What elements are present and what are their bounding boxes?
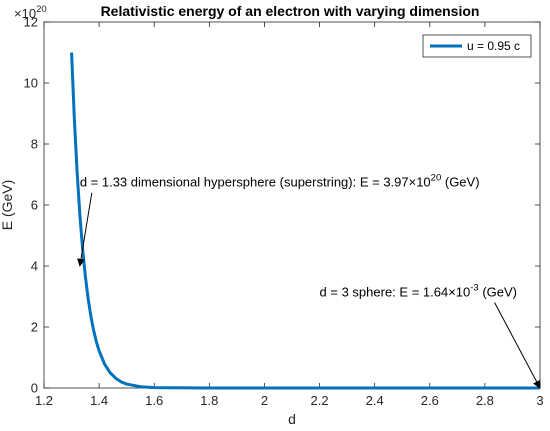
x-tick-label: 2.8 [476,393,494,408]
annotation-text-tail: (GeV) [441,175,479,190]
y-multiplier: ×1020 [14,4,47,21]
x-tick-label: 1.8 [200,393,218,408]
y-multiplier-base: ×10 [14,6,36,21]
y-tick-label: 10 [24,76,38,91]
y-ticks: 0 2 4 6 8 10 12 [24,15,540,396]
annotation-text-exponent: 20 [431,173,442,184]
legend-box [422,34,532,58]
annotation-text-tail: (GeV) [479,285,517,300]
legend: u = 0.95 c [422,34,532,58]
annotation-hypersphere-text: d = 1.33 dimensional hypersphere (supers… [80,173,480,190]
x-tick-label: 2.6 [421,393,439,408]
x-tick-label: 2 [261,393,268,408]
x-tick-label: 1.6 [145,393,163,408]
y-tick-label: 0 [31,381,38,396]
x-tick-label: 2.4 [366,393,384,408]
x-axis-label: d [288,411,296,427]
annotation-text-main: d = 3 sphere: E = 1.64×10 [320,285,471,300]
chart-title: Relativistic energy of an electron with … [101,3,480,19]
y-tick-label: 8 [31,137,38,152]
y-tick-label: 2 [31,320,38,335]
annotation-hypersphere-arrow [77,192,93,267]
x-tick-label: 2.2 [311,393,329,408]
annotation-sphere-text: d = 3 sphere: E = 1.64×10-3 (GeV) [320,283,517,300]
annotation-sphere-arrow [494,302,541,389]
y-tick-label: 4 [31,259,38,274]
annotation-text-exponent: -3 [470,283,478,294]
x-tick-label: 1.4 [90,393,108,408]
plot-area [44,22,540,388]
legend-entry: u = 0.95 c [467,39,520,53]
annotations: d = 1.33 dimensional hypersphere (supers… [77,173,541,389]
annotation-text-main: d = 1.33 dimensional hypersphere (supers… [80,175,431,190]
x-tick-label: 3 [536,393,543,408]
x-tick-label: 1.2 [35,393,53,408]
y-tick-label: 12 [24,15,38,30]
y-axis-label: E (GeV) [0,180,15,231]
y-multiplier-exponent: 20 [36,4,47,15]
y-tick-label: 6 [31,198,38,213]
